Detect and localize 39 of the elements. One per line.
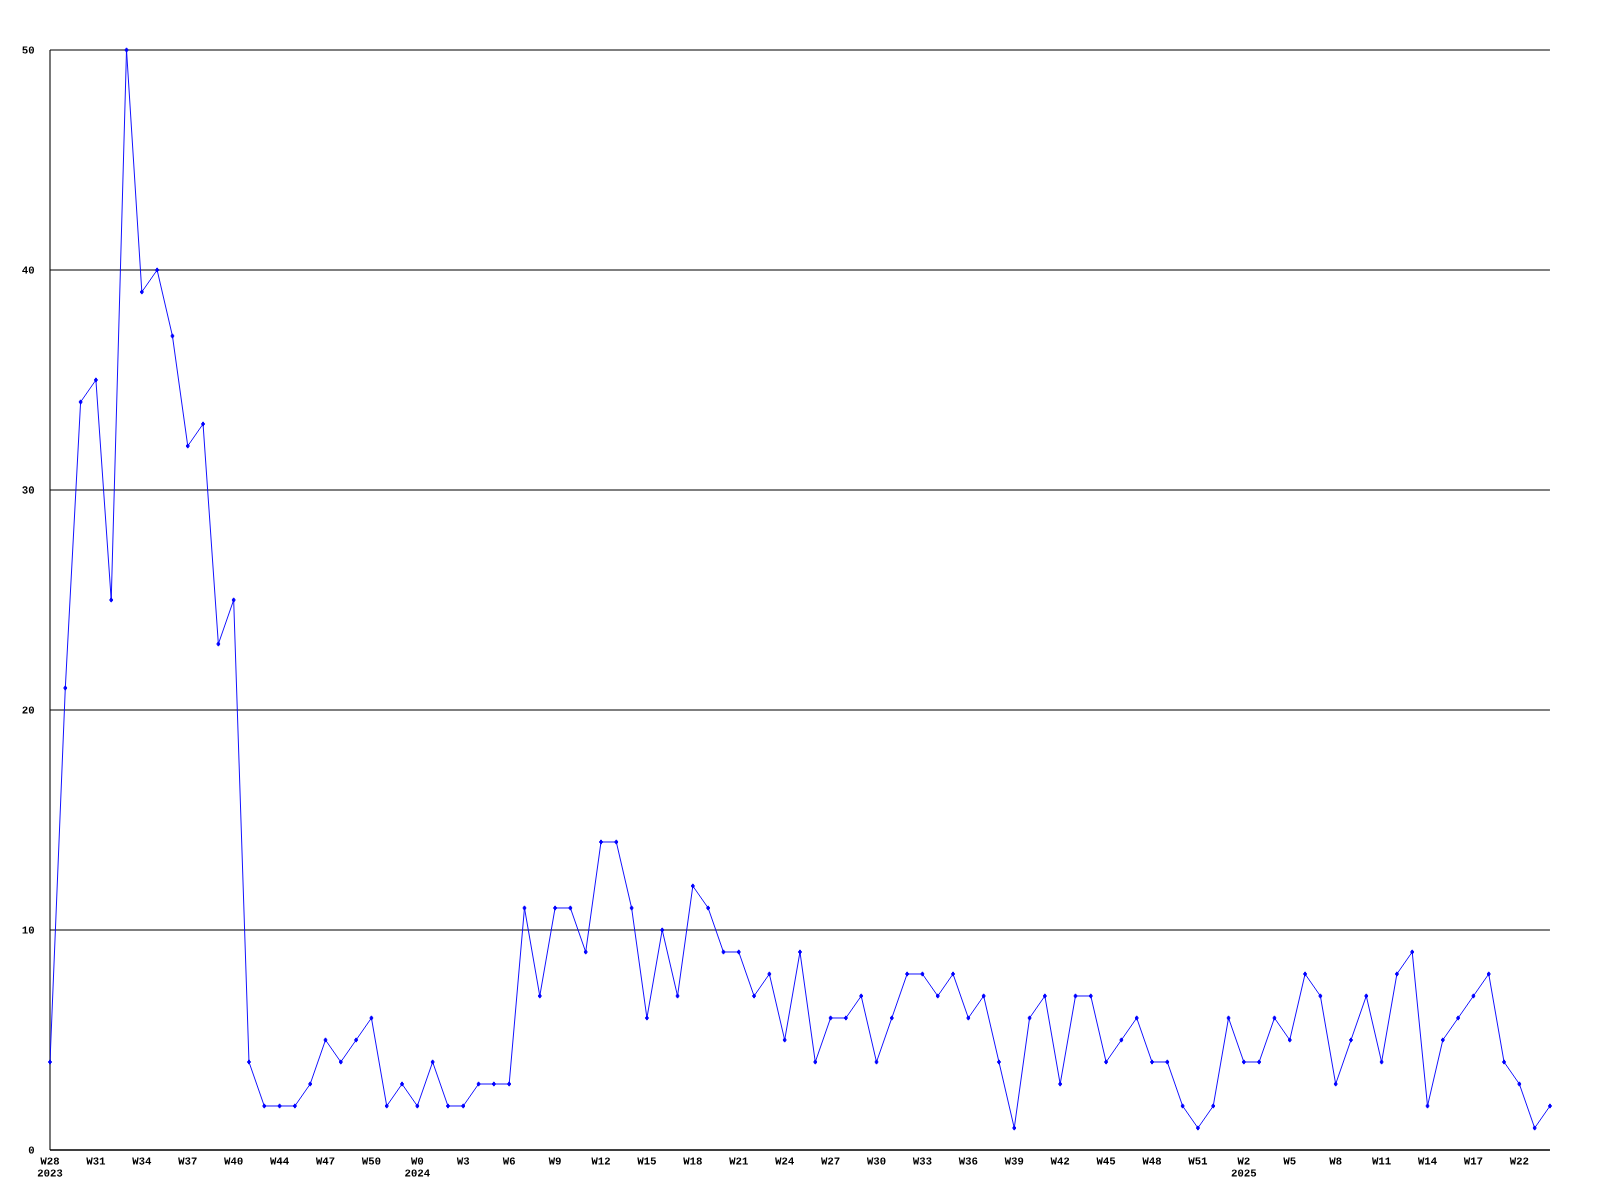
x-tick-label: W31: [86, 1157, 106, 1165]
x-tick-label: W33: [912, 1157, 932, 1165]
x-tick-label: W0 2024: [405, 1157, 430, 1177]
y-tick-label: 30: [22, 486, 35, 494]
x-tick-label: W6: [502, 1157, 515, 1165]
x-tick-label: W14: [1417, 1157, 1437, 1165]
x-tick-label: W9: [548, 1157, 561, 1165]
x-tick-label: W50: [361, 1157, 381, 1165]
x-tick-label: W48: [1142, 1157, 1162, 1165]
x-tick-label: W17: [1463, 1157, 1483, 1165]
x-tick-label: W12: [591, 1157, 610, 1165]
x-tick-label: W22: [1509, 1157, 1529, 1165]
x-tick-label: W3: [456, 1157, 470, 1165]
x-tick-label: W8: [1329, 1157, 1342, 1165]
x-tick-label: W11: [1372, 1157, 1391, 1165]
x-tick-label: W34: [132, 1157, 152, 1165]
x-tick-label: W18: [683, 1157, 702, 1165]
y-tick-label: 0: [28, 1146, 35, 1154]
x-tick-label: W51: [1188, 1157, 1208, 1165]
x-tick-label: W40: [224, 1157, 243, 1165]
x-tick-label: W5: [1283, 1157, 1296, 1165]
y-tick-label: 10: [22, 926, 35, 934]
x-tick-label: W15: [637, 1157, 656, 1165]
x-tick-label: W36: [958, 1157, 978, 1165]
x-tick-label: W39: [1004, 1157, 1024, 1165]
x-tick-label: W2 2025: [1231, 1157, 1257, 1177]
x-tick-label: W24: [775, 1157, 794, 1165]
x-tick-label: W21: [729, 1157, 748, 1165]
x-tick-label: W45: [1096, 1157, 1116, 1165]
x-tick-label: W47: [315, 1157, 335, 1165]
x-tick-label: W27: [820, 1157, 840, 1165]
x-tick-label: W30: [866, 1157, 886, 1165]
x-tick-label: W28 2023: [37, 1157, 63, 1177]
y-tick-label: 20: [22, 706, 35, 714]
x-tick-label: W44: [269, 1157, 289, 1165]
y-tick-label: 40: [22, 266, 35, 274]
x-tick-label: W37: [178, 1157, 197, 1165]
x-tick-label: W42: [1050, 1157, 1070, 1165]
y-tick-label: 50: [22, 46, 35, 54]
